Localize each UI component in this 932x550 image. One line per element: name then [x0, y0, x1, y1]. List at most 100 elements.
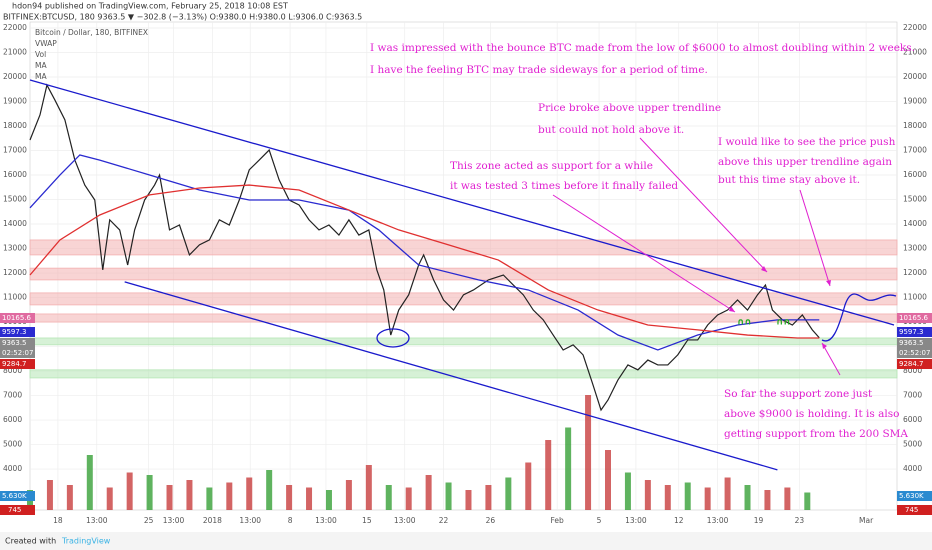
price-tag [897, 327, 932, 337]
volume-bar [405, 487, 412, 510]
volume-bar [206, 487, 213, 510]
volume-bar [764, 490, 771, 510]
x-tick-label: 23 [795, 516, 805, 525]
volume-tag-label: 5.630K [2, 492, 27, 500]
countdown-box [897, 348, 932, 358]
y-tick-label-left: 6000 [3, 415, 22, 424]
price-tag [0, 327, 35, 337]
volume-bar [644, 480, 651, 510]
annotation: I would like to see the price push [718, 136, 896, 148]
price-tag-label: 10165.6 [2, 314, 31, 322]
annotation: but could not hold above it. [538, 124, 684, 136]
y-tick-label: 16000 [903, 170, 927, 179]
y-tick-label-left: 11000 [3, 293, 27, 302]
volume-bar [46, 480, 53, 510]
arrows [552, 137, 841, 376]
y-tick-label: 14000 [903, 219, 927, 228]
y-tick-label: 8000 [903, 366, 922, 375]
x-tick-label: 13:00 [707, 516, 729, 525]
y-tick-label-left: 15000 [3, 195, 27, 204]
countdown: 02:52:07 [2, 349, 33, 357]
volume-bar [126, 472, 133, 510]
series-line [29, 83, 820, 412]
test-marks: ∩∩ ∩∩ [737, 318, 791, 328]
x-tick-label: 2018 [203, 516, 222, 525]
lines [29, 79, 895, 471]
y-tick-label: 13000 [903, 244, 927, 253]
y-tick-label: 19000 [903, 97, 927, 106]
y-tick-label-left: 13000 [3, 244, 27, 253]
annotation: above this upper trendline again [718, 156, 892, 168]
price-tag [0, 313, 35, 323]
annotation: getting support from the 200 SMA [724, 428, 908, 440]
zones [29, 239, 898, 379]
volume-bar [106, 487, 113, 510]
x-tick-label: Mar [859, 516, 874, 525]
y-tick-label-left: 22000 [3, 23, 27, 32]
x-tick-label: 18 [53, 516, 63, 525]
price-tag-label: 9597.3 [899, 328, 924, 336]
volume-tag-label: 745 [8, 506, 21, 514]
volume-tag [897, 505, 932, 515]
countdown: 02:52:07 [899, 349, 930, 357]
volume-bar [784, 487, 791, 510]
series-line [29, 79, 895, 326]
volume-tag-label: 745 [905, 506, 918, 514]
volume-bar [246, 477, 253, 510]
marker: ∩∩ [737, 318, 752, 328]
header-symbol: BITFINEX:BTCUSD, 180 9363.5 ▼ −302.8 (−3… [3, 13, 362, 22]
price-tag-label: 9363.5 [899, 339, 924, 347]
price-tag [897, 313, 932, 323]
volume-bar [585, 395, 592, 510]
y-tick-label: 5000 [903, 440, 922, 449]
volume-tag [0, 491, 35, 501]
series-line [29, 184, 820, 339]
volume-bar [66, 485, 73, 510]
price-tag [897, 359, 932, 369]
y-tick-label: 4000 [903, 464, 922, 473]
legend: MA [35, 61, 47, 70]
zone [29, 337, 898, 346]
y-tick-label: 12000 [903, 268, 927, 277]
y-tick-label-left: 14000 [3, 219, 27, 228]
y-tick-label-left: 7000 [3, 391, 22, 400]
axes: 4000 4000 5000 5000 6000 6000 7000 7000 8000 8000… [0, 23, 932, 525]
annotation: So far the support zone just [724, 388, 873, 400]
y-tick-label-left: 5000 [3, 440, 22, 449]
price-tag [0, 338, 35, 348]
volume-bar [425, 475, 432, 510]
y-tick-label: 20000 [903, 72, 927, 81]
y-tick-label: 18000 [903, 121, 927, 130]
volume-bar [345, 480, 352, 510]
price-tag-label: 10165.6 [899, 314, 928, 322]
legend: MA [35, 72, 47, 81]
x-tick-label: Feb [551, 516, 565, 525]
price-tag-label: 9284.7 [2, 360, 27, 368]
x-tick-label: 13:00 [163, 516, 185, 525]
price-tag [897, 338, 932, 348]
plot-frame [29, 21, 898, 511]
x-tick-label: 13:00 [394, 516, 416, 525]
volume-bar [704, 487, 711, 510]
y-tick-label-left: 4000 [3, 464, 22, 473]
volume-bar [385, 485, 392, 510]
volume-bar [166, 485, 173, 510]
y-tick-label-left: 8000 [3, 366, 22, 375]
y-tick-label-left: 17000 [3, 146, 27, 155]
y-tick-label-left: 16000 [3, 170, 27, 179]
volume-bar [565, 427, 572, 510]
volume-tag [0, 505, 35, 515]
volume-bar [286, 485, 293, 510]
highlight-ellipse [376, 328, 410, 348]
footer: Created with [5, 537, 56, 546]
volume-tag [897, 491, 932, 501]
footer-brand[interactable]: TradingView [61, 537, 111, 546]
x-tick-label: 15 [362, 516, 372, 525]
volume-bar [86, 455, 93, 510]
volume-bar [445, 482, 452, 510]
y-tick-label-left: 20000 [3, 72, 27, 81]
legend: Vol [35, 50, 46, 59]
volume-bar [525, 462, 532, 510]
zone [29, 267, 898, 281]
annotation: above $9000 is holding. It is also [724, 408, 899, 420]
